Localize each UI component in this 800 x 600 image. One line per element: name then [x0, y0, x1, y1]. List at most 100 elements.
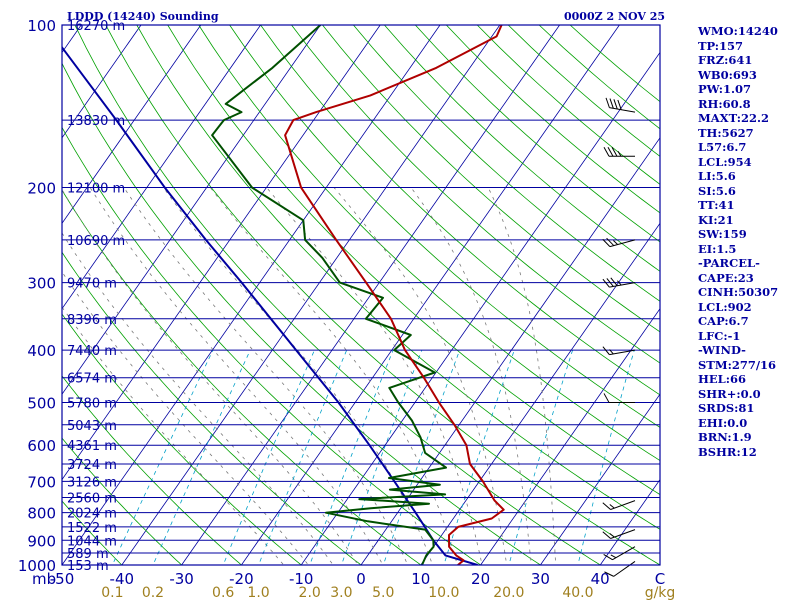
isotherm-line: [420, 222, 660, 565]
pressure-tick-label: 500: [27, 394, 56, 412]
pressure-tick-label: 100: [27, 17, 56, 35]
wind-barb-flag: [605, 97, 610, 108]
stat-item: SRDS:81: [698, 401, 755, 415]
dry-adiabat-line: [62, 251, 362, 565]
height-label: 1522 m: [67, 521, 117, 536]
wind-barb: [605, 97, 636, 113]
pressure-tick-label: 400: [27, 342, 56, 360]
height-label: 5043 m: [67, 419, 117, 434]
mixing-ratio-tick-label: 20.0: [493, 585, 524, 600]
wind-barb-shaft: [609, 282, 636, 288]
mixing-ratio-line: [508, 349, 573, 565]
stat-item: PW:1.07: [698, 82, 752, 96]
temperature-tick-label: -30: [169, 570, 194, 588]
wind-barb: [603, 393, 635, 403]
dry-adiabat-line: [384, 25, 660, 272]
wind-barb-shaft: [609, 107, 636, 113]
isotherm-line: [181, 25, 560, 565]
dry-adiabat-line: [167, 25, 660, 496]
wind-barb-flag: [611, 146, 618, 157]
temperature-trace: [284, 25, 505, 565]
height-label: 2560 m: [67, 492, 117, 507]
wind-barb-shaft: [610, 529, 636, 539]
moist-adiabat-line: [62, 188, 359, 565]
isotherm-line: [480, 308, 660, 565]
wind-barb-flag: [606, 278, 614, 287]
height-label: 16270 m: [67, 19, 125, 34]
isotherm-line: [360, 137, 660, 565]
dry-adiabat-line: [62, 189, 422, 565]
dry-adiabat-line: [62, 437, 183, 565]
mixing-ratio-line: [577, 349, 635, 565]
wind-barb-half: [617, 150, 622, 157]
stat-item: LFC:-1: [698, 328, 741, 343]
wind-barb-flag: [609, 98, 614, 109]
wind-barb-flag: [607, 146, 614, 157]
temperature-tick-label: -40: [110, 570, 135, 588]
dewpoint-trace: [211, 25, 447, 565]
stat-item: HEL:66: [698, 372, 746, 386]
stat-item: STM:277/16: [698, 357, 777, 372]
moist-adiabat-line: [487, 187, 557, 565]
mixing-ratio-line: [258, 349, 348, 565]
temperature-tick-label: 40: [591, 570, 610, 588]
wind-barb-half: [609, 349, 614, 355]
height-label: 2024 m: [67, 507, 117, 522]
stat-item: BRN:1.9: [698, 430, 752, 444]
wind-barb: [602, 529, 636, 539]
wind-barb-shaft: [609, 349, 636, 356]
chart-time: 0000Z 2 NOV 25: [564, 10, 665, 23]
stat-item: MAXT:22.2: [698, 111, 769, 125]
dry-adiabat-line: [322, 25, 660, 333]
wind-barb-shaft: [610, 500, 636, 511]
isotherm-line: [62, 25, 321, 395]
isotherm-line: [241, 25, 620, 565]
moist-adiabat-line: [410, 187, 532, 565]
mixing-ratio-tick-label: 0.6: [212, 585, 234, 600]
isotherm-line: [62, 25, 202, 224]
stat-item: KI:21: [698, 212, 734, 227]
stat-item: WB0:693: [698, 67, 757, 82]
dry-adiabat-line: [62, 500, 123, 565]
wind-barb: [602, 277, 636, 288]
dry-adiabat-line: [74, 25, 601, 565]
height-label: 10690 m: [67, 234, 125, 249]
moist-adiabat-line: [210, 187, 458, 565]
wind-barb-flag: [606, 237, 615, 246]
stat-item: RH:60.8: [698, 96, 751, 111]
temperature-tick-label: C: [655, 570, 665, 588]
isotherm-line: [62, 25, 381, 481]
mixing-ratio-line: [382, 349, 461, 565]
isotherm-line: [300, 51, 660, 565]
moist-adiabat-line: [163, 187, 434, 565]
pressure-tick-label: 600: [27, 437, 56, 455]
height-label: 8396 m: [67, 313, 117, 328]
stat-item: TH:5627: [698, 125, 754, 140]
height-label: 589 m: [67, 547, 109, 562]
mixing-ratio-unit-label: g/kg: [645, 585, 676, 600]
stat-item: EHI:0.0: [698, 415, 748, 430]
moist-adiabat-line: [89, 187, 384, 565]
dry-adiabat-line: [62, 313, 302, 565]
mixing-ratio-tick-label: 0.1: [101, 585, 123, 600]
mixing-ratio-tick-label: 10.0: [428, 585, 459, 600]
wind-barb-flag: [602, 238, 611, 247]
sounding-stats-panel: WMO:14240 TP:157 FRZ:641 WB0:693 PW:1.07 RH:6…: [698, 24, 778, 459]
wind-barb-flag: [602, 502, 611, 510]
dry-adiabat-line: [353, 25, 660, 302]
wind-barb-flag: [610, 277, 618, 287]
dry-adiabat-line: [198, 25, 660, 462]
dry-adiabat-line: [62, 126, 482, 565]
height-label: 7440 m: [67, 344, 117, 359]
isotherm-line: [121, 25, 501, 565]
stat-item: CAPE:23: [698, 270, 754, 285]
wind-barb-half: [609, 533, 615, 538]
wind-barb: [604, 561, 636, 577]
stat-item: EI:1.5: [698, 241, 737, 256]
temperature-tick-label: -50: [50, 570, 75, 588]
sounding-profiles: [62, 25, 505, 565]
stat-item: -PARCEL-: [698, 256, 760, 270]
dry-adiabat-line: [291, 25, 660, 364]
moist-adiabat-line: [333, 187, 508, 565]
stat-item: TT:41: [698, 198, 735, 212]
